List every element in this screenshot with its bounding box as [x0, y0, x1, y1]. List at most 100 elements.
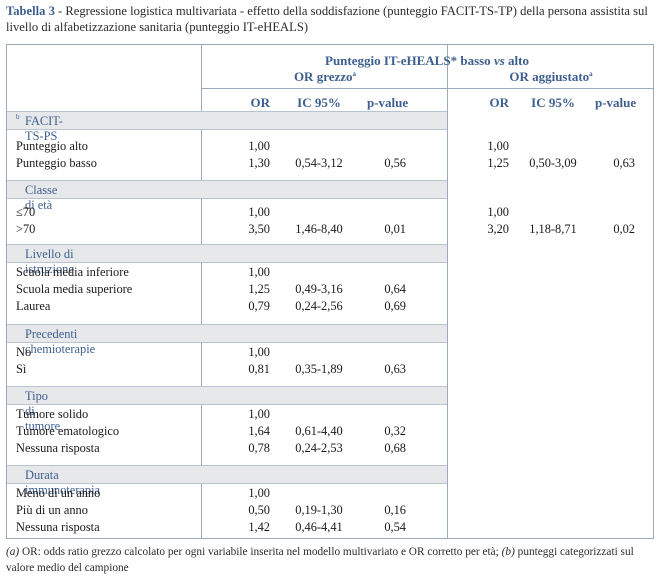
- group-header-crude-label: OR grezzo: [293, 69, 353, 84]
- table-row: Laurea 0,79 0,24-2,56 0,69: [7, 299, 653, 315]
- section-title: Livello di istruzione: [25, 247, 74, 276]
- pvalue-crude: 0,54: [384, 520, 406, 534]
- table-footnote: (a) OR: odds ratio grezzo calcolato per …: [6, 544, 658, 576]
- header-title-end: alto: [504, 53, 529, 68]
- column-header-or-adjusted: OR: [489, 95, 510, 110]
- section-title: Durata immunoterapia: [25, 468, 101, 497]
- section-title: Classe di età: [25, 183, 58, 212]
- row-label: ≤70: [16, 205, 36, 219]
- or-crude: 1,00: [248, 205, 270, 219]
- group-header-adjusted: OR aggiustatoa: [451, 69, 651, 85]
- table-row: Scuola media inferiore 1,00: [7, 265, 653, 281]
- group-header-adjusted-label: OR aggiustato: [509, 69, 590, 84]
- row-label: Meno di un anno: [16, 486, 101, 500]
- column-header-or-crude: OR: [250, 95, 271, 110]
- row-label: No: [16, 345, 32, 359]
- table-row: No 1,00: [7, 345, 653, 361]
- ic-adjusted: 1,18-8,71: [529, 222, 577, 236]
- row-label: Nessuna risposta: [16, 441, 100, 455]
- caption-text: - Regressione logistica multivariata - e…: [6, 4, 648, 34]
- table-row: Tumore solido 1,00: [7, 407, 653, 423]
- row-label: Più di un anno: [16, 503, 88, 517]
- footnote-b-text: punteggi categorizzati sul valore medio …: [6, 546, 634, 574]
- regression-table: Punteggio IT-eHEALS* basso vs alto OR gr…: [6, 44, 654, 539]
- row-label: Laurea: [16, 299, 51, 313]
- or-crude: 3,50: [248, 222, 270, 236]
- column-header-pvalue-adjusted: p-value: [595, 95, 637, 110]
- column-divider: [201, 45, 202, 538]
- or-adjusted: 1,00: [487, 205, 509, 219]
- section-header: Durata immunoterapia: [7, 465, 447, 497]
- table-row: Nessuna risposta 1,42 0,46-4,41 0,54: [7, 520, 653, 536]
- or-crude: 0,78: [248, 441, 270, 455]
- pvalue-crude: 0,16: [384, 503, 406, 517]
- pvalue-crude: 0,01: [384, 222, 406, 236]
- table-row: Scuola media superiore 1,25 0,49-3,16 0,…: [7, 282, 653, 298]
- section-header: Classe di età: [7, 180, 447, 212]
- table-caption: Tabella 3 - Regressione logistica multiv…: [6, 3, 656, 35]
- or-adjusted: 1,25: [487, 156, 509, 170]
- row-label: Punteggio basso: [16, 156, 97, 170]
- section-title: FACIT-TS-PS: [25, 114, 63, 143]
- ic-crude: 0,46-4,41: [295, 520, 343, 534]
- or-crude: 1,00: [248, 139, 270, 153]
- row-label: Scuola media superiore: [16, 282, 133, 296]
- header-title: Punteggio IT-eHEALS* basso vs alto: [207, 53, 647, 69]
- table-row: ≤70 1,00 1,00: [7, 205, 653, 221]
- row-label: Scuola media inferiore: [16, 265, 129, 279]
- or-crude: 1,64: [248, 424, 270, 438]
- group-header-adjusted-sup: a: [589, 70, 593, 78]
- table-row: Tumore ematologico 1,64 0,61-4,40 0,32: [7, 424, 653, 440]
- table-row: Meno di un anno 1,00: [7, 486, 653, 502]
- row-label: Tumore ematologico: [16, 424, 120, 438]
- section-title: Tipo di tumore: [25, 389, 61, 433]
- pvalue-crude: 0,69: [384, 299, 406, 313]
- row-label: Sì: [16, 362, 27, 376]
- ic-crude: 0,19-1,30: [295, 503, 343, 517]
- or-crude: 0,79: [248, 299, 270, 313]
- or-crude: 1,00: [248, 486, 270, 500]
- table-row: Nessuna risposta 0,78 0,24-2,53 0,68: [7, 441, 653, 457]
- pvalue-crude: 0,68: [384, 441, 406, 455]
- or-crude: 1,00: [248, 345, 270, 359]
- or-crude: 0,81: [248, 362, 270, 376]
- section-header: FACIT-TS-PS b: [7, 111, 447, 143]
- pvalue-adjusted: 0,02: [613, 222, 635, 236]
- or-crude: 1,00: [248, 407, 270, 421]
- header-title-text: Punteggio IT-eHEALS* basso: [325, 53, 494, 68]
- or-crude: 1,42: [248, 520, 270, 534]
- or-crude: 1,25: [248, 282, 270, 296]
- header-rule: [201, 88, 653, 89]
- pvalue-crude: 0,32: [384, 424, 406, 438]
- column-header-ic-adjusted: IC 95%: [531, 95, 575, 110]
- footnote-b-mark: (b): [501, 546, 515, 558]
- table-row: Più di un anno 0,50 0,19-1,30 0,16: [7, 503, 653, 519]
- ic-crude: 0,49-3,16: [295, 282, 343, 296]
- table-row: >70 3,50 1,46-8,40 0,01 3,20 1,18-8,71 0…: [7, 222, 653, 238]
- ic-crude: 0,24-2,56: [295, 299, 343, 313]
- pvalue-adjusted: 0,63: [613, 156, 635, 170]
- header-title-vs: vs: [493, 53, 505, 68]
- or-adjusted: 3,20: [487, 222, 509, 236]
- section-title: Precedenti chemioterapie: [25, 327, 96, 356]
- row-label: >70: [16, 222, 36, 236]
- table-row: Punteggio basso 1,30 0,54-3,12 0,56 1,25…: [7, 156, 653, 172]
- caption-label: Tabella 3: [6, 4, 55, 18]
- pvalue-crude: 0,64: [384, 282, 406, 296]
- ic-crude: 0,54-3,12: [295, 156, 343, 170]
- section-header: Tipo di tumore: [7, 386, 447, 433]
- footnote-a-mark: (a): [6, 546, 20, 558]
- group-header-crude-sup: a: [352, 70, 357, 78]
- column-header-pvalue-crude: p-value: [367, 95, 409, 110]
- table-row: Punteggio alto 1,00 1,00: [7, 139, 653, 155]
- column-header-ic-crude: IC 95%: [297, 95, 341, 110]
- section-header: Precedenti chemioterapie: [7, 324, 447, 356]
- or-crude: 1,30: [248, 156, 270, 170]
- or-crude: 0,50: [248, 503, 270, 517]
- group-header-crude: OR grezzoa: [207, 69, 443, 85]
- pvalue-crude: 0,63: [384, 362, 406, 376]
- table-row: Sì 0,81 0,35-1,89 0,63: [7, 362, 653, 378]
- or-crude: 1,00: [248, 265, 270, 279]
- section-title-sup: b: [16, 113, 20, 121]
- row-label: Punteggio alto: [16, 139, 88, 153]
